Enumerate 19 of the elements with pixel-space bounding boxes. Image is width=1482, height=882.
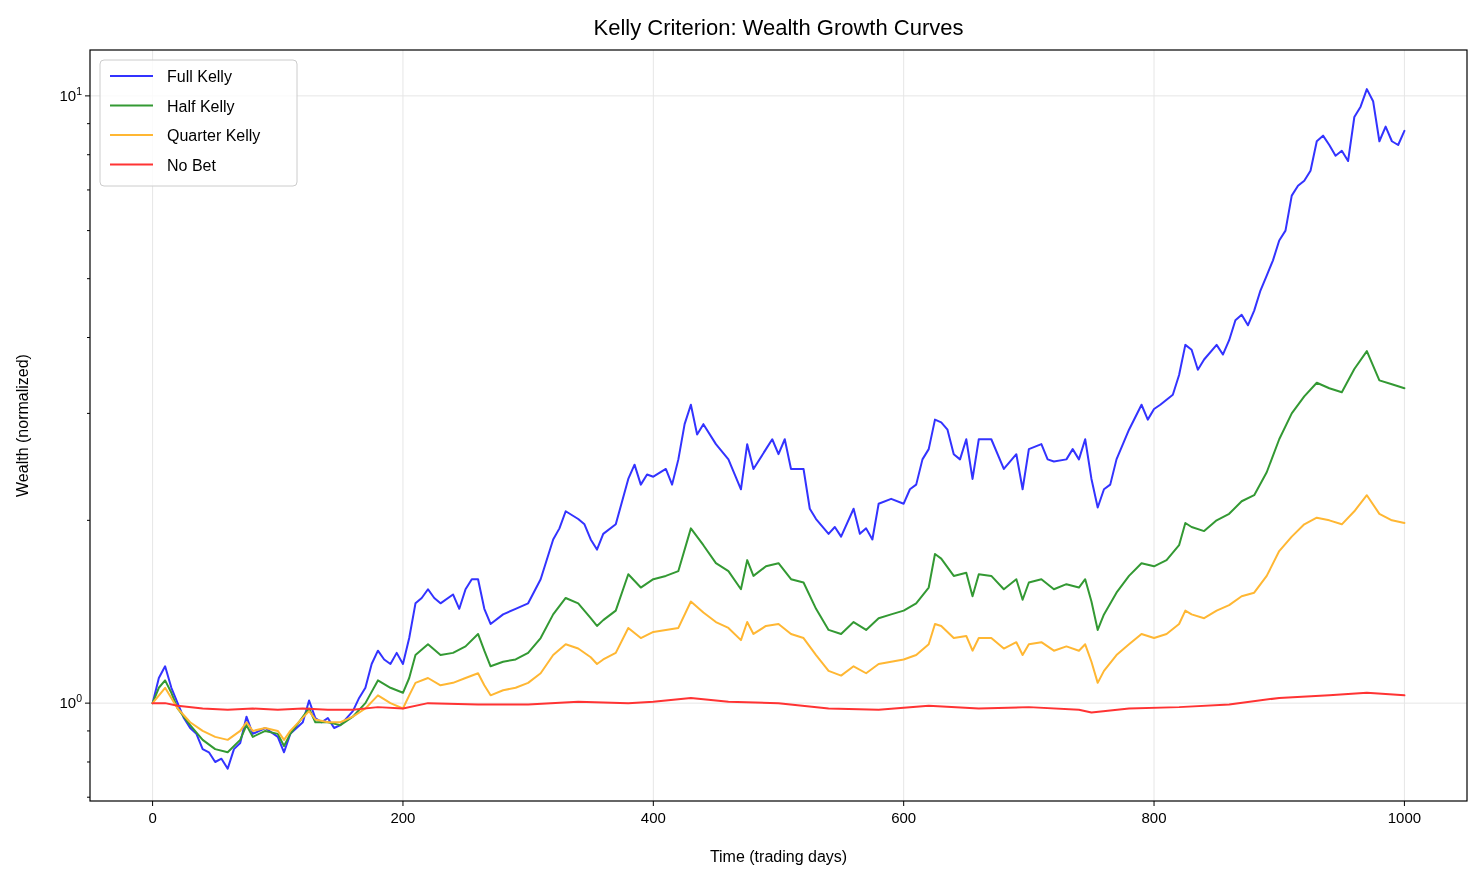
x-tick-label: 400 [640,809,666,826]
y-axis-title: Wealth (normalized) [14,354,31,497]
x-axis-title: Time (trading days) [709,848,848,865]
legend-label: Quarter Kelly [167,127,261,144]
x-tick-label: 800 [1141,809,1167,826]
legend-label: Half Kelly [167,97,235,115]
x-tick-label: 0 [148,809,157,826]
y-tick-label: 10$^{1}$ [59,84,83,104]
x-tick-label: 600 [891,809,917,826]
line-series [151,88,1406,770]
line-series [151,691,1406,714]
line-series [151,350,1406,754]
legend-label: Full Kelly [167,68,232,85]
chart-title: Kelly Criterion: Wealth Growth Curves [593,15,964,40]
y-tick-label: 10$^{0}$ [59,692,83,712]
x-tick-label: 1000 [1387,809,1422,826]
line-series [151,494,1406,741]
legend-label: No Bet [167,156,217,174]
x-tick-label: 200 [390,809,416,826]
